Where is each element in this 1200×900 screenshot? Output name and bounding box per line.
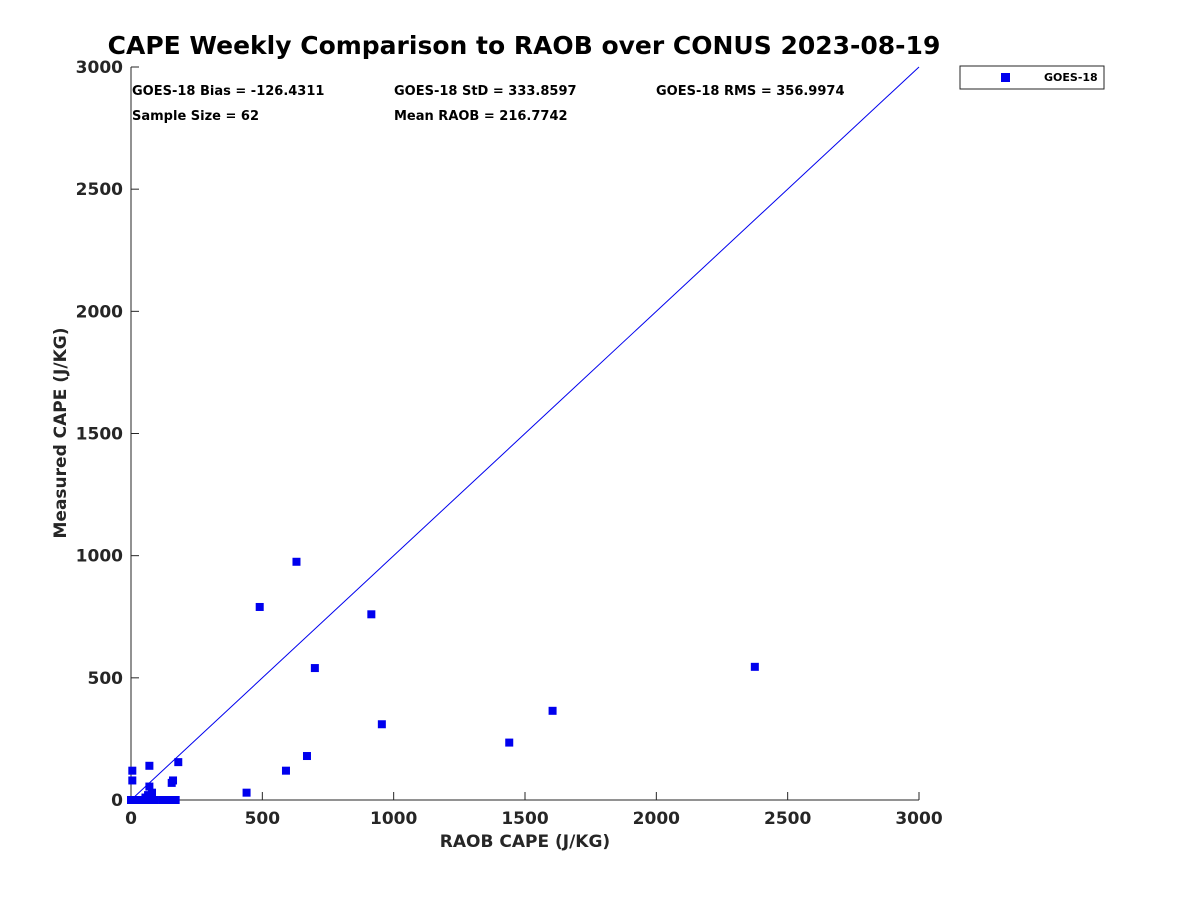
data-point — [255, 602, 264, 611]
mean-raob-annotation: Mean RAOB = 216.7742 — [394, 109, 568, 124]
x-tick-label: 3000 — [895, 809, 942, 829]
x-tick-label: 2500 — [764, 809, 811, 829]
data-point — [166, 796, 175, 804]
data-point — [377, 720, 386, 729]
y-tick-label: 2000 — [76, 302, 123, 322]
data-point — [548, 706, 557, 715]
x-tick-label: 1500 — [501, 809, 548, 829]
sample-size-annotation: Sample Size = 62 — [132, 109, 259, 124]
y-tick-label: 500 — [88, 669, 124, 689]
data-point — [292, 557, 301, 566]
x-tick-label: 500 — [245, 809, 281, 829]
data-point — [505, 738, 514, 747]
legend-box — [959, 65, 1105, 90]
data-point — [750, 662, 759, 671]
y-axis-ticks: 0 500 1000 1500 2000 2500 3000 — [76, 58, 139, 811]
chart-title: CAPE Weekly Comparison to RAOB over CONU… — [108, 31, 941, 60]
x-tick-label: 0 — [125, 809, 137, 829]
data-point — [302, 752, 311, 761]
x-axis-ticks: 0 500 1000 1500 2000 2500 3000 — [125, 792, 943, 829]
data-point — [174, 758, 183, 767]
stats-annotations: GOES-18 Bias = -126.4311 GOES-18 StD = 3… — [132, 84, 845, 124]
y-tick-label: 3000 — [76, 58, 123, 78]
y-tick-label: 1000 — [76, 547, 123, 567]
rms-annotation: GOES-18 RMS = 356.9974 — [656, 84, 845, 99]
data-point — [367, 610, 376, 619]
bias-annotation: GOES-18 Bias = -126.4311 — [132, 84, 324, 99]
data-point — [148, 788, 157, 797]
y-tick-label: 2500 — [76, 180, 123, 200]
data-point — [281, 766, 290, 775]
x-tick-label: 1000 — [370, 809, 417, 829]
data-point — [171, 796, 180, 804]
data-point — [128, 766, 137, 775]
legend: GOES-18 — [959, 65, 1105, 90]
x-tick-label: 2000 — [633, 809, 680, 829]
data-point — [128, 776, 137, 785]
x-axis-label: RAOB CAPE (J/KG) — [440, 832, 610, 852]
std-annotation: GOES-18 StD = 333.8597 — [394, 84, 577, 99]
y-tick-label: 1500 — [76, 425, 123, 445]
data-point — [242, 788, 251, 797]
data-point — [145, 782, 154, 791]
plot-area: 0 500 1000 1500 2000 2500 3000 0 500 1000 1500 200… — [76, 58, 943, 829]
one-to-one-reference-line — [130, 66, 920, 801]
y-axis-label: Measured CAPE (J/KG) — [51, 328, 71, 539]
data-point — [169, 776, 178, 785]
y-tick-label: 0 — [111, 791, 123, 811]
legend-label-goes-18: GOES-18 — [1044, 71, 1098, 84]
data-point — [145, 761, 154, 770]
legend-marker-square — [1001, 73, 1010, 82]
data-point — [310, 664, 319, 673]
data-point — [150, 796, 159, 804]
goes-18-points — [127, 557, 759, 804]
